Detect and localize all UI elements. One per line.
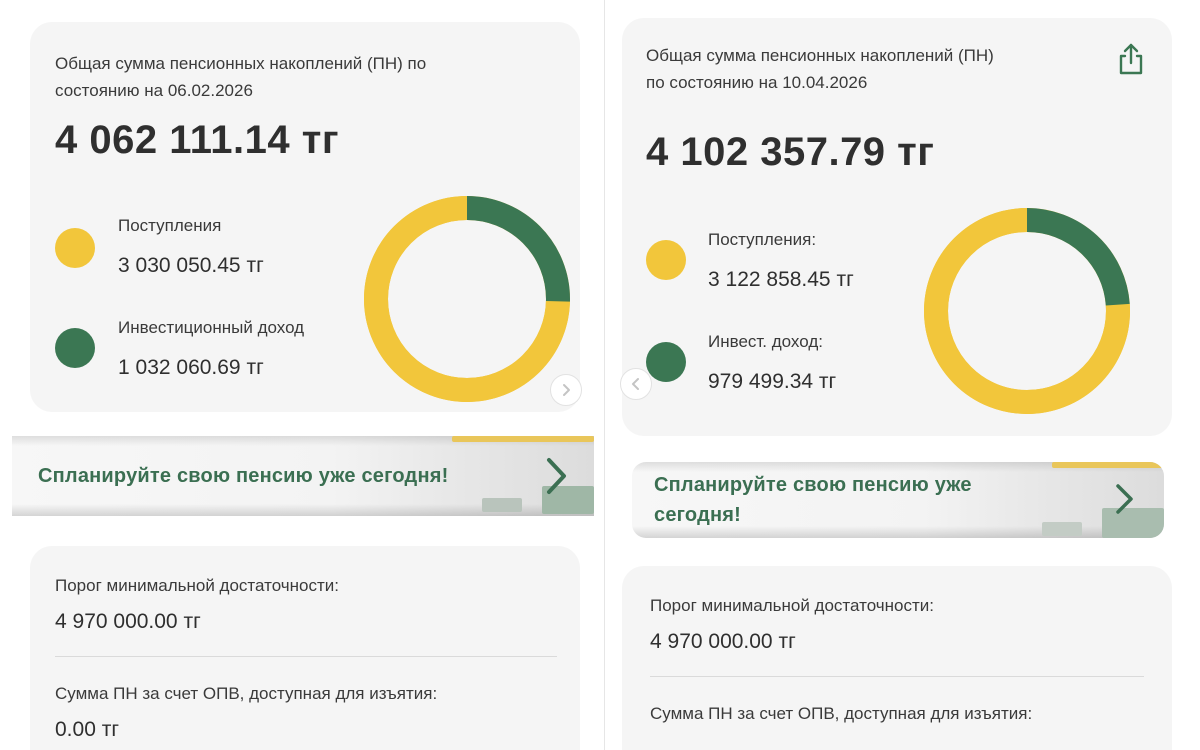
banner-decoration (482, 498, 522, 512)
right-screenshot: Общая сумма пенсионных накоплений (ПН) п… (612, 0, 1184, 750)
contributions-value: 3 030 050.45 тг (118, 254, 264, 277)
available-withdrawal-label: Сумма ПН за счет ОПВ, доступная для изъя… (55, 684, 438, 703)
separator (650, 676, 1144, 677)
banner-text: Спланируйте свою пенсию уже сегодня! (38, 465, 449, 487)
banner-text-line1: Спланируйте свою пенсию уже (654, 474, 972, 496)
donut-chart (924, 208, 1130, 414)
total-amount: 4 102 357.79 тг (646, 130, 935, 174)
min-sufficiency-value: 4 970 000.00 тг (55, 610, 201, 633)
plan-pension-banner[interactable]: Спланируйте свою пенсию уже сегодня! (632, 462, 1164, 538)
banner-decoration (1042, 522, 1082, 536)
donut-chart (364, 196, 570, 402)
banner-text: Спланируйте свою пенсию уже сегодня! (654, 470, 972, 530)
investment-income-dot (646, 342, 686, 382)
carousel-next-button[interactable] (550, 374, 582, 406)
contributions-label: Поступления: (708, 230, 817, 249)
available-withdrawal-value: 0.00 тг (55, 718, 119, 741)
plan-pension-banner[interactable]: Спланируйте свою пенсию уже сегодня! (12, 436, 594, 516)
summary-title-line2: состоянию на 06.02.2026 (55, 81, 253, 100)
donut-segment-investment-income (364, 196, 570, 402)
investment-income-value: 979 499.34 тг (708, 370, 837, 393)
chevron-right-icon (1116, 484, 1133, 514)
contributions-dot (55, 228, 95, 268)
summary-title-line2: по состоянию на 10.04.2026 (646, 73, 868, 92)
min-sufficiency-label: Порог минимальной достаточности: (650, 596, 934, 615)
summary-title-line1: Общая сумма пенсионных накоплений (ПН) (646, 46, 994, 65)
banner-decoration (1052, 462, 1164, 468)
info-card: Порог минимальной достаточности: 4 970 0… (30, 546, 580, 750)
chevron-right-icon (563, 384, 570, 396)
contributions-label: Поступления (118, 216, 222, 235)
summary-title-line1: Общая сумма пенсионных накоплений (ПН) п… (55, 54, 427, 73)
min-sufficiency-label: Порог минимальной достаточности: (55, 576, 339, 595)
investment-income-value: 1 032 060.69 тг (118, 356, 264, 379)
banner-text-line2: сегодня! (654, 504, 741, 526)
share-icon[interactable] (1114, 42, 1148, 76)
donut-segment-investment-income (924, 208, 1130, 414)
summary-title: Общая сумма пенсионных накоплений (ПН) п… (55, 50, 535, 104)
chevron-left-icon (632, 378, 639, 390)
contributions-dot (646, 240, 686, 280)
available-withdrawal-label: Сумма ПН за счет ОПВ, доступная для изъя… (650, 704, 1033, 723)
summary-card: Общая сумма пенсионных накоплений (ПН) п… (622, 18, 1172, 436)
summary-title: Общая сумма пенсионных накоплений (ПН) п… (646, 42, 1086, 96)
contributions-value: 3 122 858.45 тг (708, 268, 854, 291)
summary-card: Общая сумма пенсионных накоплений (ПН) п… (30, 22, 580, 412)
min-sufficiency-value: 4 970 000.00 тг (650, 630, 796, 653)
left-screenshot: Общая сумма пенсионных накоплений (ПН) п… (12, 0, 594, 750)
separator (55, 656, 557, 657)
investment-income-dot (55, 328, 95, 368)
investment-income-label: Инвест. доход: (708, 332, 823, 351)
panel-divider (604, 0, 605, 750)
banner-decoration (1102, 508, 1164, 538)
investment-income-label: Инвестиционный доход (118, 318, 305, 337)
info-card: Порог минимальной достаточности: 4 970 0… (622, 566, 1172, 750)
carousel-prev-button[interactable] (620, 368, 652, 400)
total-amount: 4 062 111.14 тг (55, 118, 340, 162)
banner-decoration (452, 436, 594, 442)
chevron-right-icon (547, 458, 566, 494)
